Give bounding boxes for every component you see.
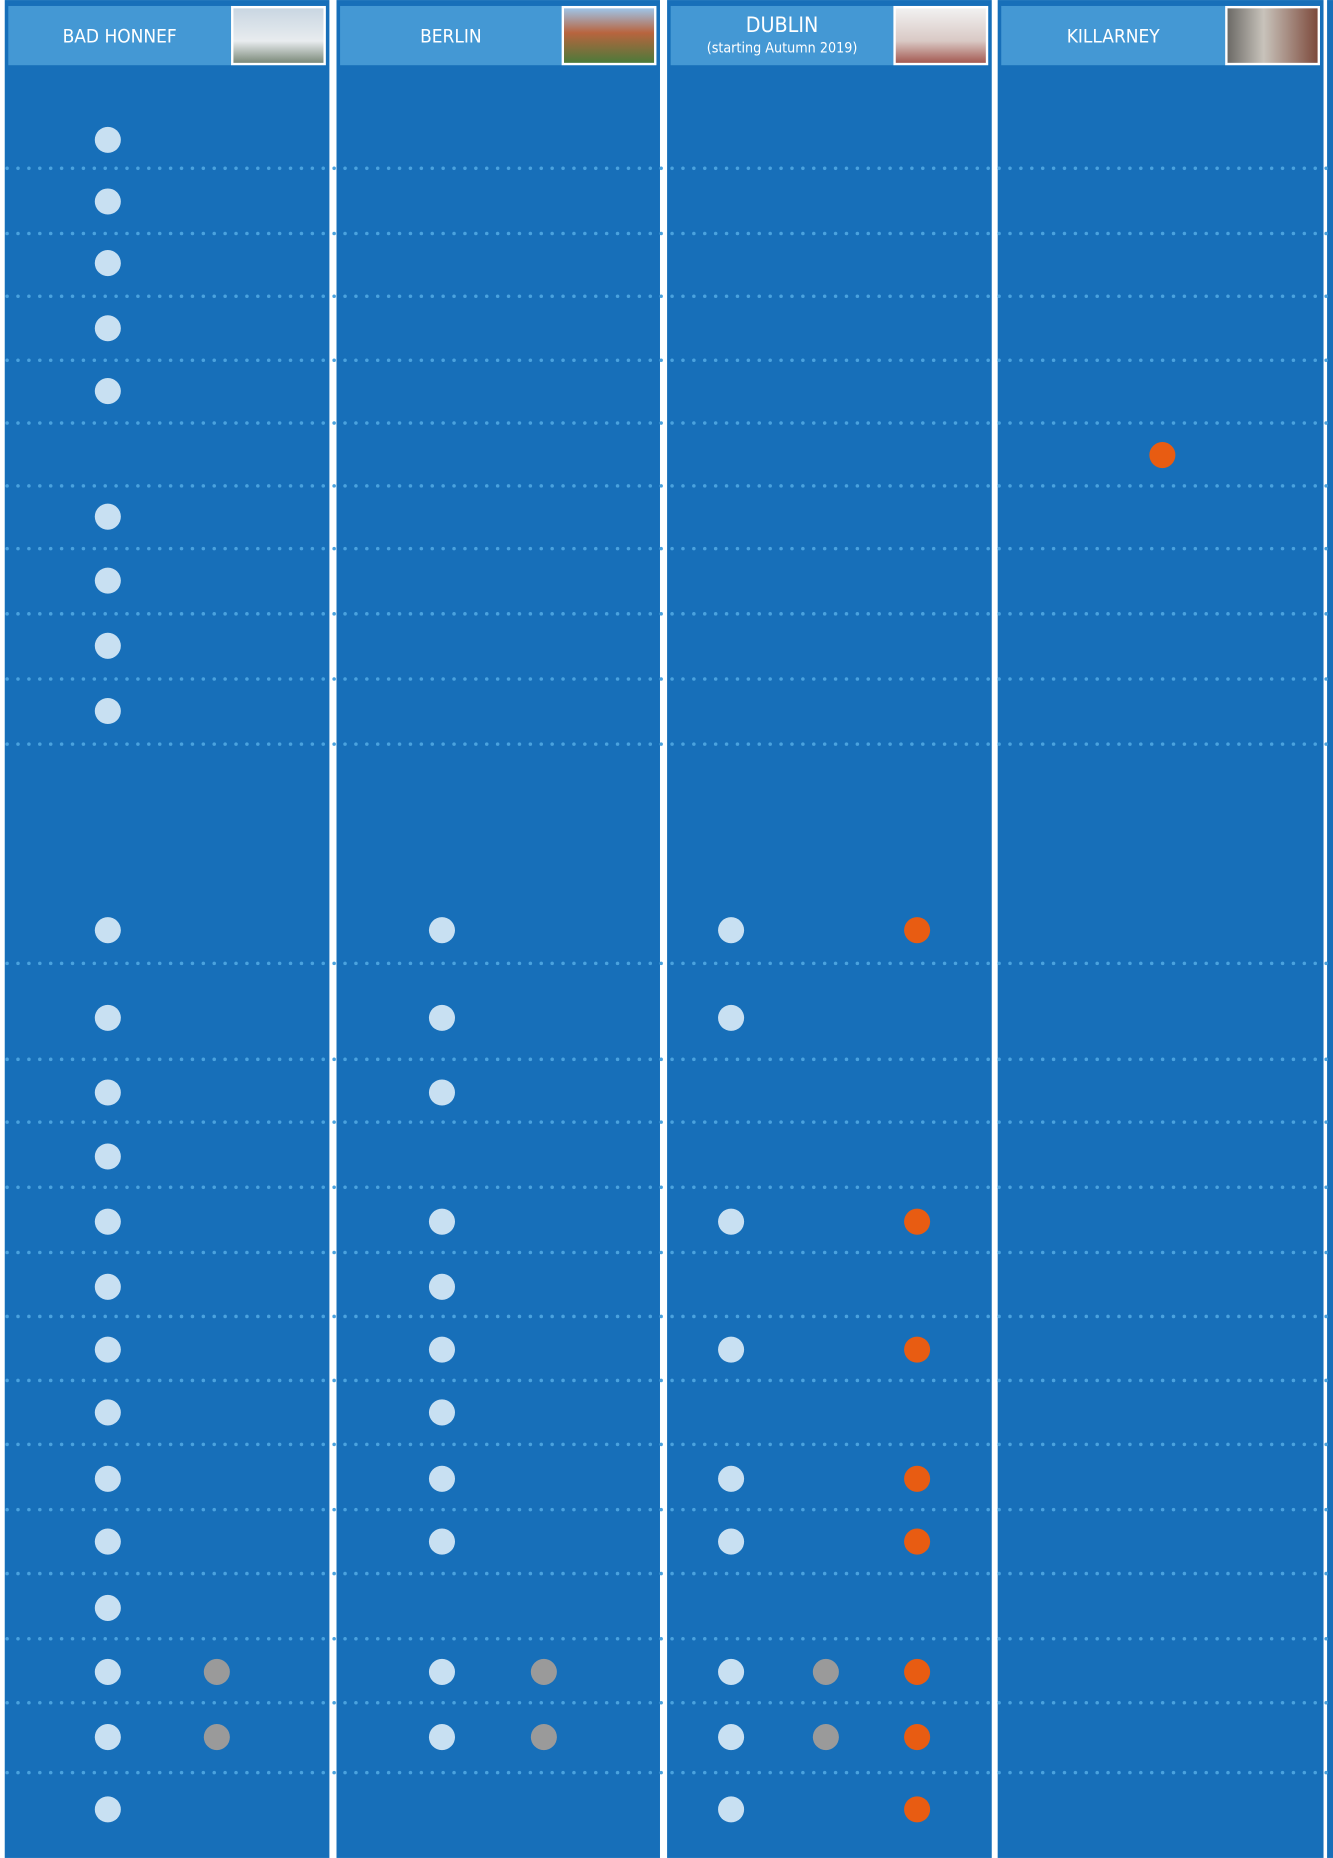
availability-dot — [428, 1528, 455, 1555]
availability-dot — [94, 503, 121, 530]
availability-dot — [94, 1079, 121, 1106]
availability-dot — [428, 1208, 455, 1235]
availability-dot — [428, 1399, 455, 1426]
availability-dot — [94, 126, 121, 153]
availability-dot — [530, 1724, 557, 1751]
availability-dot — [428, 1273, 455, 1300]
availability-dot — [428, 1465, 455, 1492]
availability-dot — [94, 567, 121, 594]
availability-dot — [94, 188, 121, 215]
header-photo — [1227, 8, 1318, 63]
availability-dot — [94, 1208, 121, 1235]
column-title: KILLARNEY — [1067, 25, 1161, 47]
availability-dot — [94, 697, 121, 725]
availability-dot — [718, 1465, 745, 1492]
availability-dot — [428, 1658, 455, 1685]
availability-dot — [904, 1528, 931, 1555]
availability-dot — [904, 1336, 931, 1363]
availability-dot — [904, 917, 931, 944]
availability-dot — [428, 917, 455, 944]
availability-dot — [94, 917, 121, 944]
availability-dot — [718, 1208, 745, 1235]
availability-dot — [94, 378, 121, 405]
availability-dot — [94, 1594, 121, 1621]
availability-dot — [718, 1004, 745, 1031]
availability-dot — [94, 1273, 121, 1300]
availability-dot — [94, 1143, 121, 1170]
availability-dot — [94, 1796, 121, 1823]
availability-dot — [94, 1399, 121, 1426]
availability-dot — [94, 1004, 121, 1031]
column-body — [667, 0, 992, 1858]
availability-dot — [94, 1465, 121, 1492]
column-body — [4, 0, 330, 1858]
availability-dot — [812, 1658, 839, 1685]
header-photo — [564, 8, 655, 63]
availability-dot — [428, 1004, 455, 1031]
availability-dot — [812, 1724, 839, 1751]
availability-dot — [94, 1658, 121, 1685]
availability-dot — [718, 1528, 745, 1555]
availability-dot — [94, 250, 121, 277]
availability-dot — [718, 1724, 745, 1751]
header-photo — [233, 8, 324, 63]
availability-dot — [904, 1208, 931, 1235]
availability-dot — [904, 1465, 931, 1492]
availability-dot — [904, 1724, 931, 1751]
right-edge — [1327, 0, 1333, 1858]
column-subtitle: (starting Autumn 2019) — [707, 41, 858, 57]
availability-dot — [94, 1336, 121, 1363]
availability-dot — [94, 1528, 121, 1555]
column-body — [336, 0, 660, 1858]
availability-dot — [94, 632, 121, 659]
availability-dot — [1149, 442, 1176, 469]
availability-dot — [718, 917, 745, 944]
availability-dot — [94, 1724, 121, 1751]
availability-dot — [718, 1796, 745, 1823]
availability-dot — [428, 1336, 455, 1363]
column-title: BAD HONNEF — [63, 25, 177, 47]
availability-dot — [94, 315, 121, 342]
availability-dot — [530, 1658, 557, 1685]
column-title: BERLIN — [420, 25, 482, 47]
availability-dot — [718, 1658, 745, 1685]
availability-dot — [904, 1796, 931, 1823]
availability-dot — [203, 1658, 230, 1685]
availability-dot — [718, 1336, 745, 1363]
column-body — [997, 0, 1324, 1858]
availability-dot — [428, 1079, 455, 1106]
availability-dot — [428, 1724, 455, 1751]
header-photo — [895, 8, 986, 63]
column-title: DUBLIN — [746, 13, 819, 38]
availability-dot — [904, 1658, 931, 1685]
availability-dot — [203, 1724, 230, 1751]
